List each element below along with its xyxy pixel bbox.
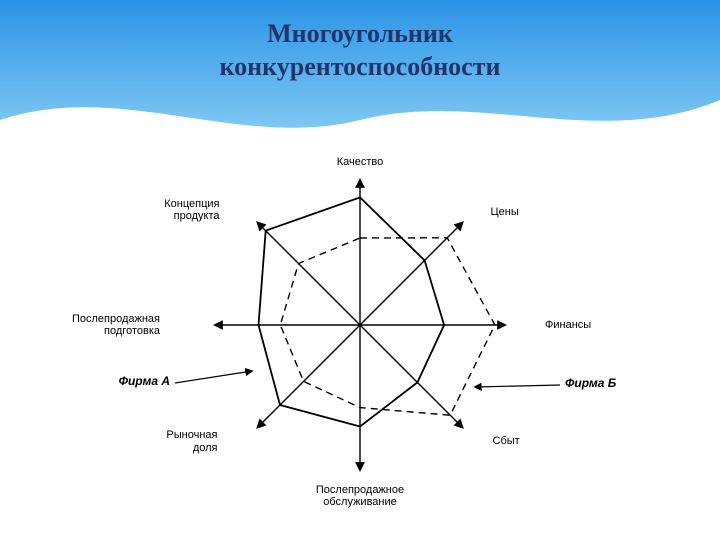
radar-diagram: Фирма А Фирма Б Качество Цены Финансы Сбыт Пос…: [90, 125, 630, 525]
axis-label-prices: Цены: [491, 206, 551, 218]
axis-label-sales: Сбыт: [493, 435, 553, 447]
axis-label-service: Послепродажноеобслуживание: [285, 484, 435, 508]
axis-label-share: Рыночнаядоля: [127, 429, 217, 453]
series-callout-arrow-1: [475, 385, 560, 387]
series-callout-arrow-0: [175, 371, 252, 383]
series-polygon-1: [280, 238, 495, 415]
series-label-0: Фирма А: [119, 375, 170, 388]
series-label-1: Фирма Б: [565, 377, 616, 390]
axis-concept: [257, 222, 360, 325]
title-line1: Многоугольник: [267, 19, 453, 48]
slide-title: Многоугольник конкурентоспособности: [0, 18, 720, 83]
slide: { "title": { "line1": "Многоугольник", "…: [0, 0, 720, 540]
axis-label-concept: Концепцияпродукта: [119, 198, 219, 222]
series-polygon-0: [259, 197, 445, 426]
axis-label-finance: Финансы: [545, 319, 625, 331]
axis-label-quality: Качество: [320, 156, 400, 168]
axis-label-training: Послепродажнаяподготовка: [30, 313, 160, 337]
title-line2: конкурентоспособности: [220, 52, 501, 81]
